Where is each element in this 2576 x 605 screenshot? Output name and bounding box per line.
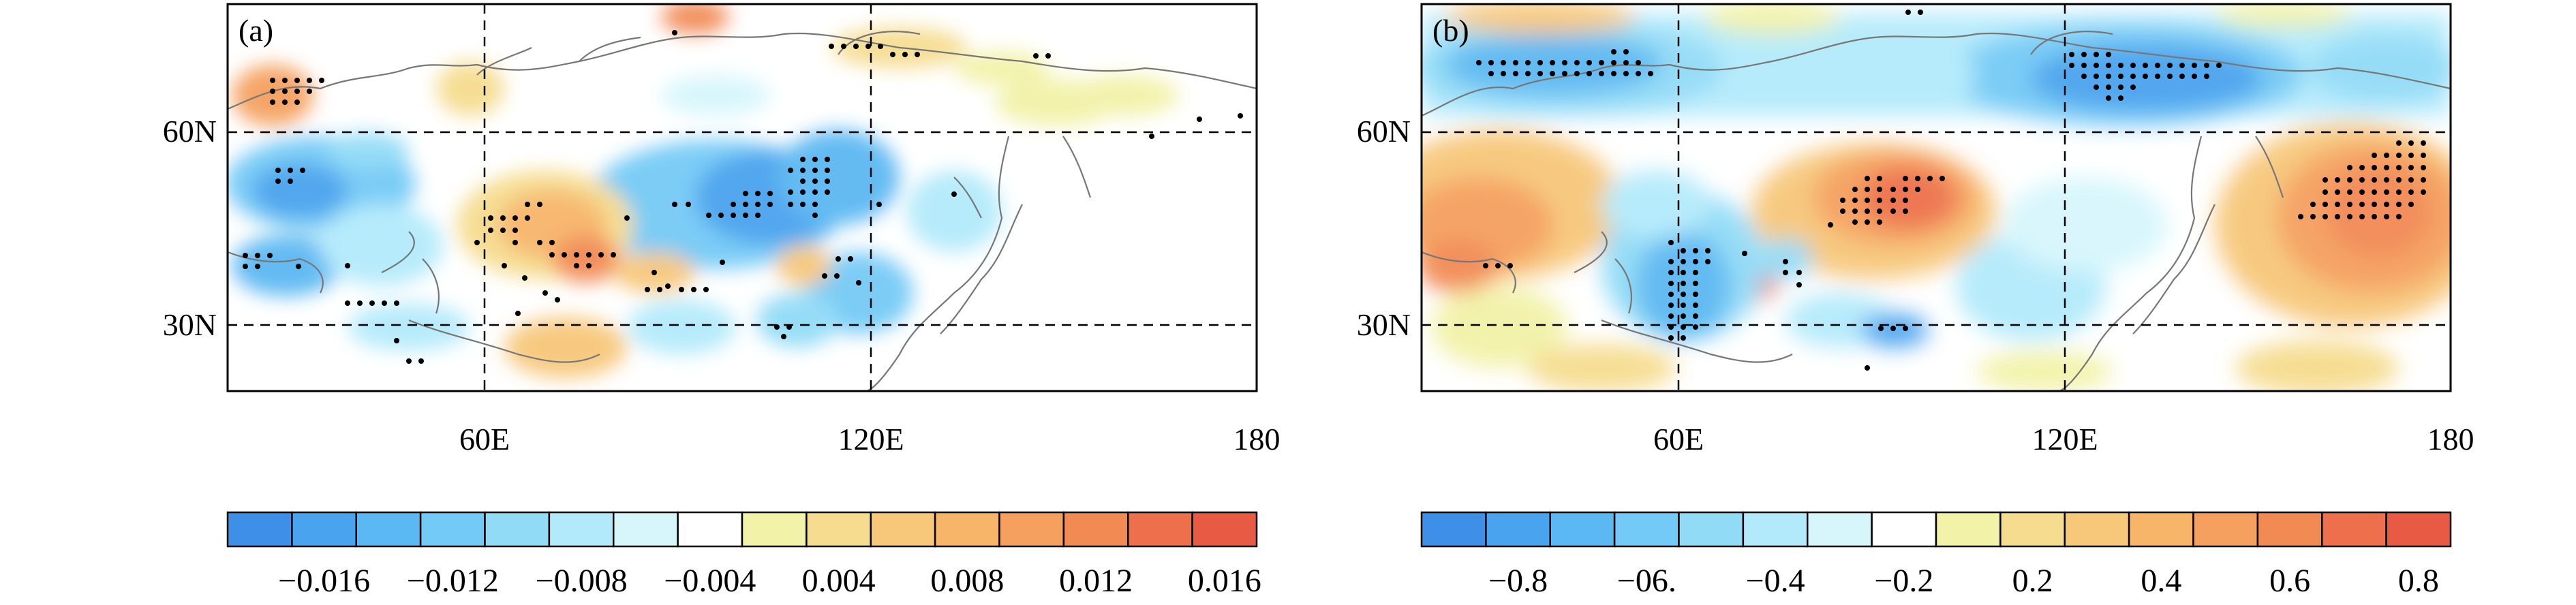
lon-label-60e-a: 60E	[459, 422, 510, 456]
colorbar-a-swatch	[870, 511, 936, 548]
colorbar-a-label: 0.016	[1188, 563, 1261, 599]
lon-label-180-b: 180	[2427, 422, 2474, 456]
anomaly-field-a	[228, 4, 1179, 378]
lon-label-60e-b: 60E	[1653, 422, 1704, 456]
colorbar-b-swatch	[1549, 511, 1616, 548]
frame-b	[1420, 3, 2452, 392]
colorbar-a-label: −0.008	[536, 563, 628, 599]
colorbar-b-swatch	[1678, 511, 1745, 548]
colorbar-a-swatch	[355, 511, 422, 548]
colorbar-a-label: 0.008	[930, 563, 1004, 599]
colorbar-a-swatch	[741, 511, 808, 548]
colorbar-b-swatch	[1485, 511, 1551, 548]
colorbar-b-label: 0.4	[2141, 563, 2181, 599]
lon-label-180-a: 180	[1233, 422, 1281, 456]
colorbar-b-swatch	[2192, 511, 2259, 548]
colorbar-b-label: −06.	[1617, 563, 1676, 599]
colorbar-a-swatch	[613, 511, 679, 548]
colorbar-a-swatch	[677, 511, 743, 548]
colorbar-b-swatch	[2321, 511, 2387, 548]
lat-label-60n-b: 60N	[1357, 114, 1411, 149]
colorbar-a-label: 0.004	[802, 563, 876, 599]
panel-tag-a: (a)	[239, 13, 273, 48]
map-panel-a: (a) 60N 30N 60E 120E 180	[163, 3, 1281, 456]
lat-label-30n-a: 30N	[163, 307, 217, 342]
colorbar-b-swatch	[1807, 511, 1873, 548]
colorbar-a-swatch	[1127, 511, 1193, 548]
colorbar-b-swatch	[1935, 511, 2002, 548]
colorbar-a-label: 0.012	[1059, 563, 1133, 599]
colorbar-b-label: 0.8	[2398, 563, 2439, 599]
significance-dots-a	[243, 30, 1243, 364]
panel-tag-b: (b)	[1432, 13, 1469, 48]
colorbar-a-swatch	[1062, 511, 1129, 548]
colorbar-b-swatch	[1999, 511, 2066, 548]
colorbar-a-swatch	[226, 511, 293, 548]
colorbar-b-label: −0.4	[1746, 563, 1805, 599]
lat-label-60n-a: 60N	[163, 114, 217, 149]
gridlines-b	[1422, 4, 2451, 391]
gridlines-a	[228, 4, 1257, 391]
colorbar-a-swatch	[548, 511, 615, 548]
colorbar-a-swatch	[291, 511, 357, 548]
colorbar-a-label: −0.004	[664, 563, 756, 599]
colorbar-b-swatch	[1871, 511, 1937, 548]
colorbar-b-label: 0.6	[2269, 563, 2310, 599]
colorbar-a-swatch	[484, 511, 551, 548]
lat-label-30n-b: 30N	[1357, 307, 1411, 342]
colorbar-b: −0.8 −06. −0.4 −0.2 0.2 0.4 0.6 0.8	[1420, 511, 2452, 599]
colorbar-b-swatch	[2256, 511, 2323, 548]
colorbar-a-label: −0.016	[278, 563, 370, 599]
colorbar-b-swatch	[1742, 511, 1809, 548]
significance-dots-b	[1476, 10, 2426, 371]
colorbar-b-swatch	[2385, 511, 2452, 548]
colorbar-a-swatch	[998, 511, 1065, 548]
colorbar-b-swatch	[1613, 511, 1680, 548]
coastlines-a	[228, 31, 1257, 391]
colorbar-b-swatch	[2128, 511, 2194, 548]
map-panel-b: (b) 60N 30N 60E 120E 180	[1357, 3, 2474, 456]
colorbar-a-label: −0.012	[407, 563, 499, 599]
colorbar-a-swatch	[934, 511, 1000, 548]
colorbar-b-swatch	[1420, 511, 1487, 548]
frame-a	[226, 3, 1258, 392]
colorbar-a: −0.016 −0.012 −0.008 −0.004 0.004 0.008 0.012 0…	[226, 511, 1261, 599]
colorbar-b-label: 0.2	[2012, 563, 2053, 599]
colorbar-b-label: −0.8	[1488, 563, 1548, 599]
colorbar-a-swatch	[419, 511, 486, 548]
colorbar-a-swatch	[806, 511, 872, 548]
colorbar-b-label: −0.2	[1874, 563, 1933, 599]
lon-label-120e-b: 120E	[2031, 422, 2098, 456]
coastlines-b	[1422, 31, 2451, 391]
colorbar-a-swatch	[1191, 511, 1258, 548]
colorbar-b-swatch	[2064, 511, 2130, 548]
lon-label-120e-a: 120E	[838, 422, 904, 456]
